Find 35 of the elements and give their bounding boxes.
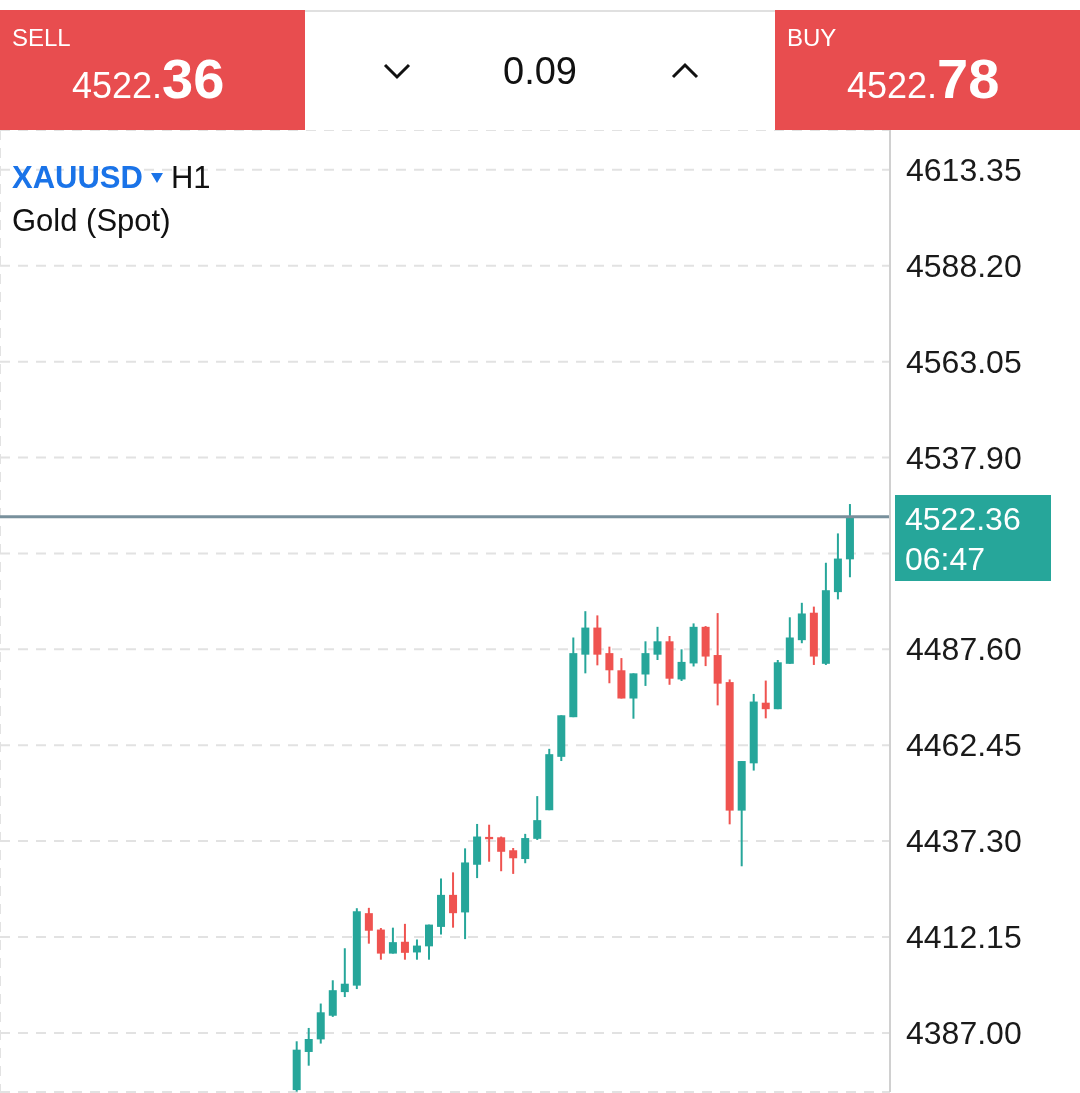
text: SELL <box>12 24 71 52</box>
text: XAUUSD <box>12 160 143 196</box>
ref-line-label: 4522.36 <box>905 500 1022 540</box>
text: 06:47 <box>905 540 987 580</box>
y-tick-label: 4563.05 <box>906 343 1022 380</box>
text: 4522.78 <box>847 47 1000 110</box>
y-tick-label: 4412.15 <box>906 919 1022 955</box>
y-tick-label: 4537.90 <box>906 439 1022 476</box>
y-tick-label: 4487.60 <box>906 631 1022 668</box>
y-tick-label: 4387.00 <box>906 1014 1022 1051</box>
text: Gold (Spot) <box>12 203 171 239</box>
y-tick-label: 4613.35 <box>906 151 1022 188</box>
candlestick <box>653 625 662 661</box>
candlestick <box>400 922 409 961</box>
candlestick <box>424 923 433 961</box>
candlestick <box>533 795 542 841</box>
candlestick <box>388 926 397 955</box>
candlestick <box>304 1026 313 1067</box>
text: H1 <box>170 160 211 196</box>
candlestick <box>509 846 518 875</box>
text: BUY <box>787 24 837 52</box>
candlestick <box>677 648 686 682</box>
candlestick <box>340 947 349 999</box>
candlestick <box>449 871 458 929</box>
candlestick <box>605 645 614 685</box>
y-tick-label: 4462.45 <box>906 727 1022 764</box>
candlestick <box>761 679 770 720</box>
candlestick <box>521 832 530 865</box>
text: 0.09 <box>502 50 578 93</box>
text: 4522.36 <box>72 47 225 110</box>
y-tick-label: 4588.20 <box>906 247 1022 284</box>
candlestick <box>641 640 650 687</box>
candlestick <box>364 906 373 945</box>
y-tick-label: 4437.30 <box>906 823 1022 860</box>
candlestick <box>497 835 506 873</box>
